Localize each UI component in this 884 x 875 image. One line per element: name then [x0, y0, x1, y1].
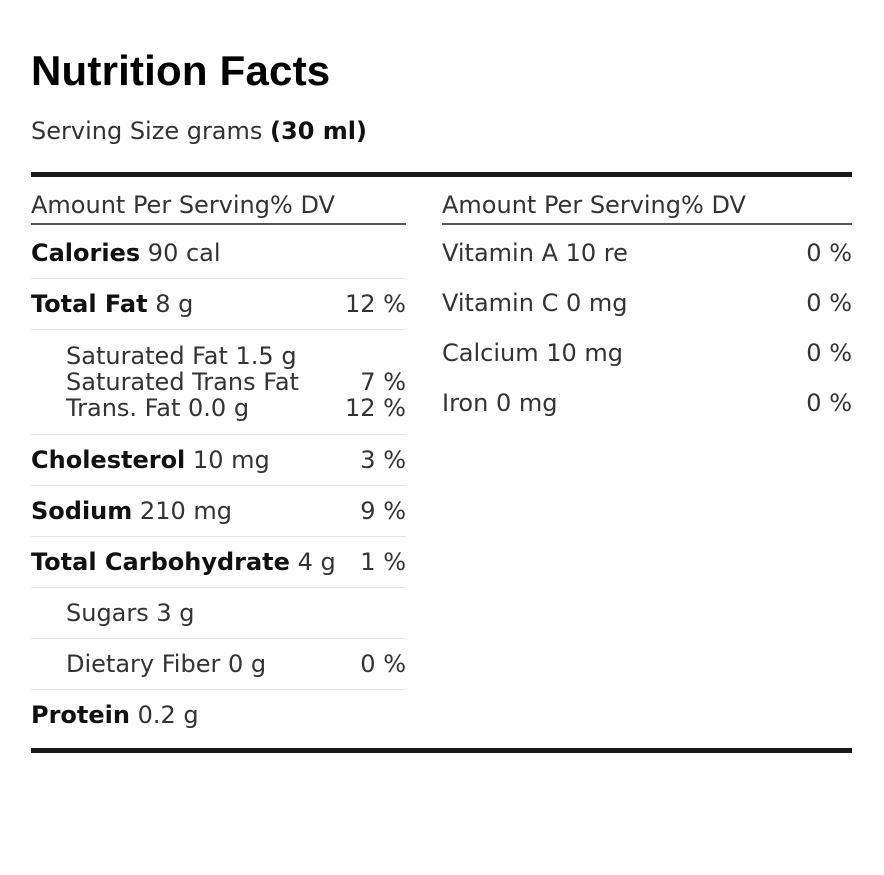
top-divider	[31, 172, 852, 177]
row-dietary-fiber: Dietary Fiber 0 g 0 %	[31, 639, 406, 690]
nutrient-dv: 0 %	[360, 650, 406, 678]
nutrient-dv: 3 %	[360, 446, 406, 474]
serving-size: Serving Size grams (30 ml)	[31, 116, 367, 146]
nutrient-label: Iron 0 mg	[442, 389, 558, 417]
nutrient-label: Cholesterol 10 mg	[31, 446, 270, 474]
column-header-left: Amount Per Serving% DV	[31, 187, 406, 225]
nutrition-facts-title: Nutrition Facts	[31, 47, 331, 94]
macronutrients-column: Amount Per Serving% DV Calories 90 cal T…	[31, 187, 406, 740]
vitamins-minerals-column: Amount Per Serving% DV Vitamin A 10 re 0…	[442, 187, 852, 428]
nutrient-dv: 1 %	[360, 548, 406, 576]
nutrient-label: Dietary Fiber 0 g	[66, 650, 267, 678]
serving-size-label: Serving Size grams	[31, 117, 263, 145]
row-vitamin-c: Vitamin C 0 mg 0 %	[442, 278, 852, 328]
nutrient-dv: 0 %	[806, 239, 852, 267]
bottom-divider	[31, 748, 852, 753]
nutrient-dv: 9 %	[360, 497, 406, 525]
nutrient-dv: 0 %	[806, 389, 852, 417]
row-total-carbohydrate: Total Carbohydrate 4 g 1 %	[31, 537, 406, 588]
nutrient-label: Calories 90 cal	[31, 239, 221, 267]
row-calcium: Calcium 10 mg 0 %	[442, 328, 852, 378]
row-sugars: Sugars 3 g	[31, 588, 406, 639]
row-fat-breakdown: Saturated Fat 1.5 g Saturated Trans Fat …	[31, 330, 406, 435]
nutrient-label: Calcium 10 mg	[442, 339, 623, 367]
nutrient-label: Vitamin A 10 re	[442, 239, 628, 267]
nutrient-label: Total Fat 8 g	[31, 290, 194, 318]
nutrient-label: Sugars 3 g	[66, 599, 195, 627]
row-total-fat: Total Fat 8 g 12 %	[31, 279, 406, 330]
nutrient-dv: 0 %	[806, 289, 852, 317]
row-protein: Protein 0.2 g	[31, 690, 406, 740]
serving-size-value: (30 ml)	[270, 117, 367, 145]
row-saturated-trans-fat: Saturated Trans Fat 7 %	[66, 368, 406, 396]
nutrient-dv: 0 %	[806, 339, 852, 367]
row-cholesterol: Cholesterol 10 mg 3 %	[31, 435, 406, 486]
row-vitamin-a: Vitamin A 10 re 0 %	[442, 228, 852, 278]
row-sodium: Sodium 210 mg 9 %	[31, 486, 406, 537]
row-calories: Calories 90 cal	[31, 228, 406, 279]
row-trans-fat: Trans. Fat 0.0 g 12 %	[66, 394, 406, 422]
nutrient-label: Total Carbohydrate 4 g	[31, 548, 336, 576]
nutrient-label: Protein 0.2 g	[31, 701, 199, 729]
row-iron: Iron 0 mg 0 %	[442, 378, 852, 428]
column-header-right: Amount Per Serving% DV	[442, 187, 852, 225]
nutrient-label: Sodium 210 mg	[31, 497, 232, 525]
nutrient-dv: 12 %	[345, 290, 406, 318]
nutrient-label: Vitamin C 0 mg	[442, 289, 628, 317]
row-saturated-fat: Saturated Fat 1.5 g	[66, 342, 297, 370]
